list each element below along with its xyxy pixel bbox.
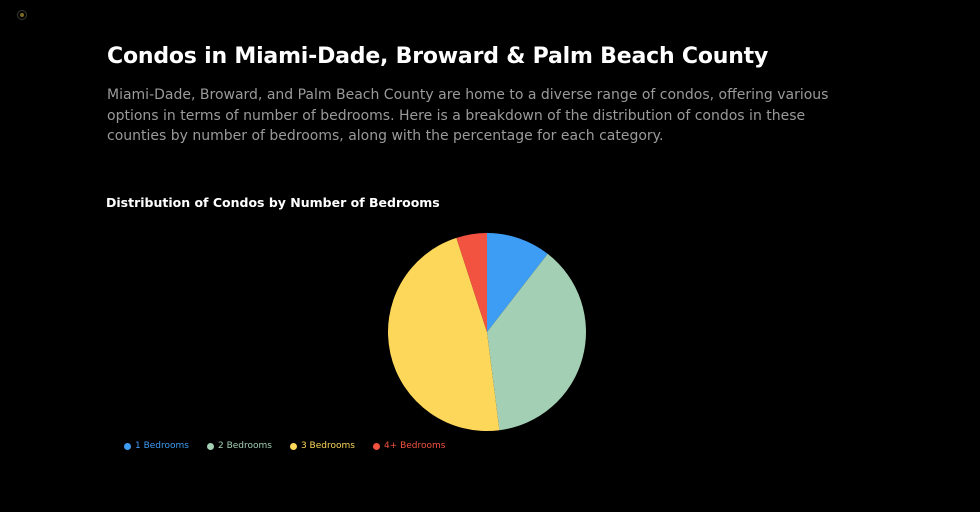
- chart-legend: 1 Bedrooms 2 Bedrooms 3 Bedrooms 4+ Bedr…: [124, 441, 445, 451]
- legend-label-1-bedrooms: 1 Bedrooms: [135, 441, 189, 451]
- app-logo-dot: [20, 13, 24, 17]
- chart-title: Distribution of Condos by Number of Bedr…: [106, 195, 440, 210]
- legend-item-1-bedrooms[interactable]: 1 Bedrooms: [124, 441, 189, 451]
- legend-swatch-4-plus-bedrooms: [372, 442, 380, 450]
- pie-slice-3-bedrooms[interactable]: [387, 237, 500, 431]
- pie-slice-2-bedrooms[interactable]: [487, 253, 586, 431]
- legend-swatch-2-bedrooms: [206, 442, 214, 450]
- pie-chart: [387, 233, 586, 431]
- legend-label-2-bedrooms: 2 Bedrooms: [217, 441, 272, 451]
- legend-label-3-bedrooms: 3 Bedrooms: [300, 441, 355, 451]
- legend-label-4-plus-bedrooms: 4+ Bedrooms: [383, 441, 446, 451]
- app-logo-icon: [17, 10, 27, 20]
- page-title: Condos in Miami-Dade, Broward & Palm Bea…: [107, 44, 769, 69]
- intro-paragraph: Miami-Dade, Broward, and Palm Beach Coun…: [107, 87, 829, 144]
- legend-swatch-3-bedrooms: [289, 442, 297, 450]
- legend-item-4-plus-bedrooms[interactable]: 4+ Bedrooms: [372, 441, 446, 451]
- pie-slice-1-bedrooms[interactable]: [487, 233, 548, 332]
- legend-item-3-bedrooms[interactable]: 3 Bedrooms: [289, 441, 355, 451]
- legend-swatch-1-bedrooms: [124, 442, 131, 450]
- pie-slice-4-plus-bedrooms[interactable]: [456, 233, 487, 332]
- legend-item-2-bedrooms[interactable]: 2 Bedrooms: [206, 441, 272, 451]
